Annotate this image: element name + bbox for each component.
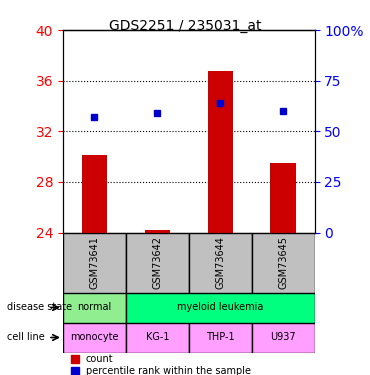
Text: count: count [85,354,113,364]
Bar [82,155,107,232]
FancyBboxPatch shape [126,322,189,352]
FancyBboxPatch shape [126,232,189,292]
FancyBboxPatch shape [189,322,252,352]
Text: myeloid leukemia: myeloid leukemia [177,303,263,312]
Text: KG-1: KG-1 [145,333,169,342]
Text: normal: normal [77,303,111,312]
Text: percentile rank within the sample: percentile rank within the sample [85,366,250,375]
Text: disease state: disease state [7,303,73,312]
FancyBboxPatch shape [252,232,314,292]
Text: monocyte: monocyte [70,333,119,342]
FancyBboxPatch shape [63,322,126,352]
Text: GSM73645: GSM73645 [278,236,288,289]
Text: GSM73642: GSM73642 [152,236,162,289]
Text: GSM73641: GSM73641 [89,236,100,289]
Text: GSM73644: GSM73644 [215,236,225,289]
Bar [208,70,233,232]
Text: U937: U937 [270,333,296,342]
Bar [270,163,296,232]
Bar [145,230,170,232]
FancyBboxPatch shape [63,292,126,322]
FancyBboxPatch shape [126,292,314,322]
Text: cell line: cell line [7,333,45,342]
Text: GDS2251 / 235031_at: GDS2251 / 235031_at [109,19,261,33]
FancyBboxPatch shape [189,232,252,292]
Text: THP-1: THP-1 [206,333,235,342]
FancyBboxPatch shape [252,322,314,352]
FancyBboxPatch shape [63,232,126,292]
